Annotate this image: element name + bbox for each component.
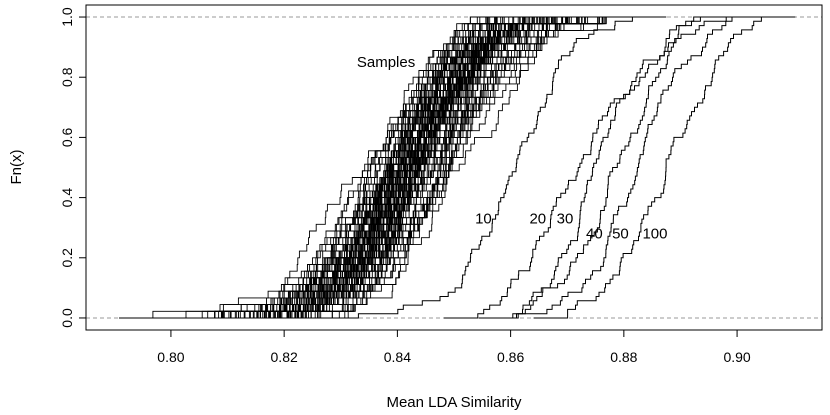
sample-ecdf-curve bbox=[235, 16, 537, 319]
sample-ecdf-curve bbox=[264, 16, 636, 319]
curve-label-30: 30 bbox=[557, 211, 574, 228]
ecdf-curve-50 bbox=[478, 16, 761, 319]
y-tick-label: 0.6 bbox=[59, 127, 75, 147]
curve-label-40: 40 bbox=[586, 226, 603, 243]
sample-ecdf-curve bbox=[222, 16, 582, 319]
plot-frame bbox=[85, 4, 823, 331]
sample-ecdf-curve bbox=[197, 16, 532, 319]
x-axis: 0.80 0.82 0.84 0.86 0.88 0.90 bbox=[157, 330, 751, 365]
sample-ecdf-curve bbox=[261, 16, 581, 319]
y-axis: 0.0 0.2 0.4 0.6 0.8 1.0 bbox=[59, 7, 86, 328]
sample-ecdf-curve bbox=[283, 16, 602, 319]
x-axis-label: Mean LDA Similarity bbox=[386, 394, 522, 411]
sample-ecdf-curve bbox=[246, 16, 557, 319]
sample-curves bbox=[119, 16, 641, 319]
curve-labels: Samples 10 20 30 40 50 100 bbox=[357, 54, 668, 243]
sample-ecdf-curve bbox=[241, 16, 633, 319]
x-tick-label: 0.84 bbox=[384, 349, 411, 365]
sample-ecdf-curve bbox=[241, 16, 606, 319]
x-tick-label: 0.86 bbox=[497, 349, 524, 365]
sample-ecdf-curve bbox=[232, 16, 569, 319]
sample-ecdf-curve bbox=[298, 16, 620, 319]
x-tick-label: 0.90 bbox=[723, 349, 750, 365]
sample-ecdf-curve bbox=[173, 16, 512, 319]
y-tick-label: 0.8 bbox=[59, 67, 75, 87]
sample-ecdf-curve bbox=[234, 16, 505, 319]
sample-ecdf-curve bbox=[277, 16, 622, 319]
curve-label-10: 10 bbox=[475, 211, 492, 228]
ecdf-curve-20 bbox=[443, 16, 728, 319]
sample-ecdf-curve bbox=[260, 16, 632, 319]
curve-label-20: 20 bbox=[529, 211, 546, 228]
y-tick-label: 1.0 bbox=[59, 7, 75, 27]
x-tick-label: 0.88 bbox=[610, 349, 637, 365]
sample-ecdf-curve bbox=[310, 16, 634, 319]
x-tick-label: 0.82 bbox=[271, 349, 298, 365]
sample-ecdf-curve bbox=[256, 16, 522, 319]
sample-ecdf-curve bbox=[204, 16, 523, 319]
curve-label-100: 100 bbox=[642, 226, 667, 243]
sample-ecdf-curve bbox=[258, 16, 604, 319]
samples-label: Samples bbox=[357, 54, 415, 71]
y-axis-label: Fn(x) bbox=[8, 150, 25, 185]
y-tick-label: 0.4 bbox=[59, 188, 75, 208]
ecdf-curve-40 bbox=[484, 16, 766, 319]
sample-ecdf-curve bbox=[286, 16, 611, 319]
sample-ecdf-curve bbox=[298, 16, 602, 319]
ecdf-curve-30 bbox=[482, 16, 735, 319]
y-tick-label: 0.0 bbox=[59, 308, 75, 328]
x-tick-label: 0.80 bbox=[157, 349, 184, 365]
curve-label-50: 50 bbox=[612, 226, 629, 243]
sample-ecdf-curve bbox=[254, 16, 597, 319]
ecdf-curve-10 bbox=[324, 16, 667, 319]
y-tick-label: 0.2 bbox=[59, 248, 75, 268]
ecdf-curve-100 bbox=[533, 16, 796, 319]
sample-ecdf-curve bbox=[271, 16, 597, 319]
sample-size-curves bbox=[324, 16, 796, 319]
